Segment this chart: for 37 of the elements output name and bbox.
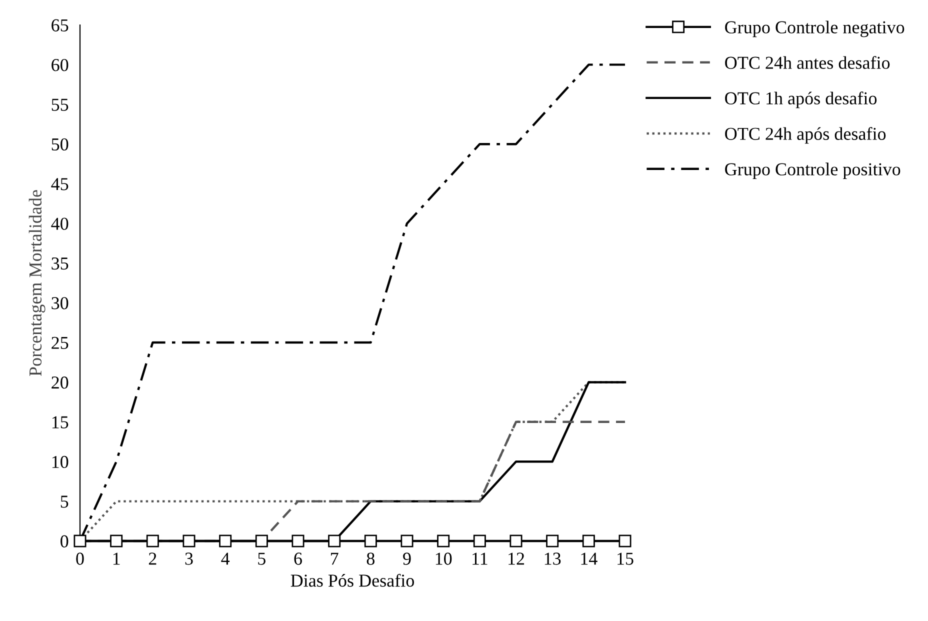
x-tick-label: 15 (618, 552, 634, 565)
y-tick-label: 65 (52, 19, 68, 32)
y-axis-title: Porcentagem Mortalidade (28, 190, 46, 376)
x-tick-label: 14 (581, 552, 598, 565)
y-tick-label: 35 (52, 257, 68, 270)
y-tick-label: 45 (51, 178, 68, 190)
x-tick-label: 6 (294, 552, 302, 565)
legend-label: OTC 24h antes desafio (725, 56, 890, 69)
y-tick-label: 10 (52, 456, 68, 468)
y-tick-label: 15 (52, 416, 68, 428)
y-tick-label: 55 (52, 98, 68, 111)
x-tick-label: 1 (113, 552, 120, 565)
x-tick-label: 7 (331, 552, 338, 565)
y-tick-label: 0 (60, 535, 68, 548)
x-tick-label: 13 (544, 552, 561, 565)
legend-label: Grupo Controle negativo (725, 20, 904, 38)
x-tick-label: 5 (258, 552, 266, 565)
y-tick-label: 60 (52, 58, 68, 72)
y-tick-label: 30 (52, 297, 68, 310)
y-tick-label: 5 (60, 496, 68, 508)
x-tick-label: 8 (366, 552, 374, 565)
y-tick-label: 25 (52, 336, 68, 349)
x-tick-label: 11 (472, 552, 488, 565)
x-tick-label: 3 (185, 552, 193, 565)
x-axis-title: Dias Pós Desafio (290, 574, 414, 587)
x-tick-label: 0 (76, 552, 84, 565)
legend-label: Grupo Controle positivo (725, 162, 900, 180)
x-tick-label: 2 (148, 552, 156, 565)
x-tick-label: 4 (221, 552, 230, 565)
y-tick-label: 50 (52, 138, 68, 151)
legend-label: OTC 1h após desafio (725, 92, 877, 108)
x-tick-label: 9 (403, 552, 411, 565)
y-tick-label: 20 (52, 376, 68, 389)
y-tick-label: 40 (51, 218, 68, 230)
x-tick-label: 10 (436, 552, 452, 565)
legend-label: OTC 24h após desafio (725, 127, 886, 144)
x-tick-label: 12 (508, 552, 524, 565)
